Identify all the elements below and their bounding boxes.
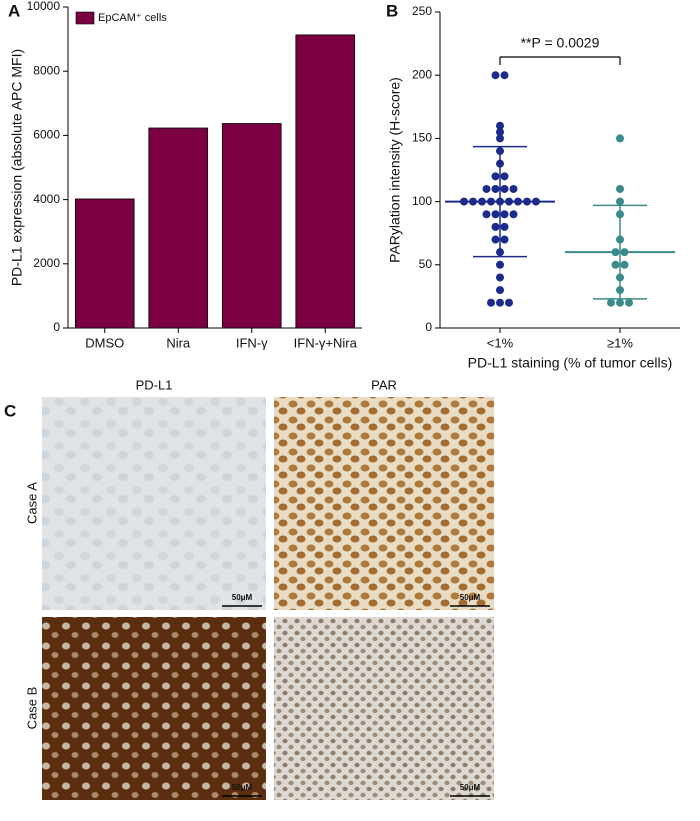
y-tick-label: 250 [412,4,432,18]
x-tick-label: IFN-γ+Nira [294,335,358,350]
dot [616,134,624,143]
dot [491,71,500,80]
dot [500,172,509,181]
y-axis-label: PARylation intensity (H-score) [387,77,403,263]
row-label: Case A [24,482,39,524]
dot [616,184,624,193]
dot [496,134,504,143]
y-tick-label: 6000 [33,128,60,142]
dot [616,298,624,307]
dot [496,298,504,307]
dot [482,210,491,219]
dot [509,210,518,219]
dot [500,184,509,193]
micrograph [42,617,266,800]
column-label: PD-L1 [136,377,173,392]
dot [500,210,509,219]
dot [491,222,500,231]
dot [611,260,620,269]
y-tick-label: 100 [412,194,432,208]
dot [496,260,504,269]
x-tick-label: DMSO [85,335,124,350]
x-tick-label: IFN-γ [236,335,268,350]
y-tick-label: 2000 [33,256,60,270]
row-label: Case B [24,687,39,730]
panel-label: B [386,1,398,20]
micrograph [274,617,494,800]
dot [482,184,491,193]
dot [496,121,504,130]
dot [500,222,509,231]
y-tick-label: 50 [419,257,433,271]
dot [625,298,633,307]
dot [500,71,509,80]
micrograph [42,397,266,610]
scale-label: 50μM [232,593,253,602]
dot [491,235,500,244]
dot [496,286,504,295]
legend-label: EpCAM⁺ cells [98,12,167,24]
dot [496,128,504,137]
bar [295,34,356,329]
panel-label: C [4,401,16,420]
micrograph [274,397,494,610]
scale-label: 50μM [460,783,481,792]
dot [505,298,513,307]
y-tick-label: 8000 [33,63,60,77]
dot [491,172,500,181]
panel-c: C PD-L1 PAR Case A Case B 50μM 50μM 50μM… [4,377,494,800]
x-axis-label: PD-L1 staining (% of tumor cells) [468,355,673,371]
dot [491,210,500,219]
bar [74,198,135,329]
dot [491,184,500,193]
panel-label: A [8,1,20,20]
x-tick-label: <1% [487,335,514,350]
bar [148,127,209,329]
x-tick-label: ≥1% [607,335,633,350]
x-tick-label: Nira [166,335,191,350]
dot [607,298,615,307]
y-tick-label: 4000 [33,192,60,206]
scale-label: 50μM [460,593,481,602]
y-tick-label: 200 [412,67,432,81]
dot [487,298,495,307]
dot [496,273,504,282]
y-tick-label: 0 [425,320,432,334]
y-tick-label: 150 [412,131,432,145]
dot [500,235,509,244]
bar [221,123,282,329]
annotation: **P = 0.0029 [521,35,600,51]
dot [509,184,518,193]
dot [620,260,629,269]
column-label: PAR [371,377,397,392]
legend-swatch [75,11,95,25]
y-axis-label: PD-L1 expression (absolute APC MFI) [9,49,25,286]
scale-label: 50μM [232,783,253,792]
y-tick-label: 0 [53,320,60,334]
y-tick-label: 10000 [27,0,61,13]
dot [616,197,624,206]
